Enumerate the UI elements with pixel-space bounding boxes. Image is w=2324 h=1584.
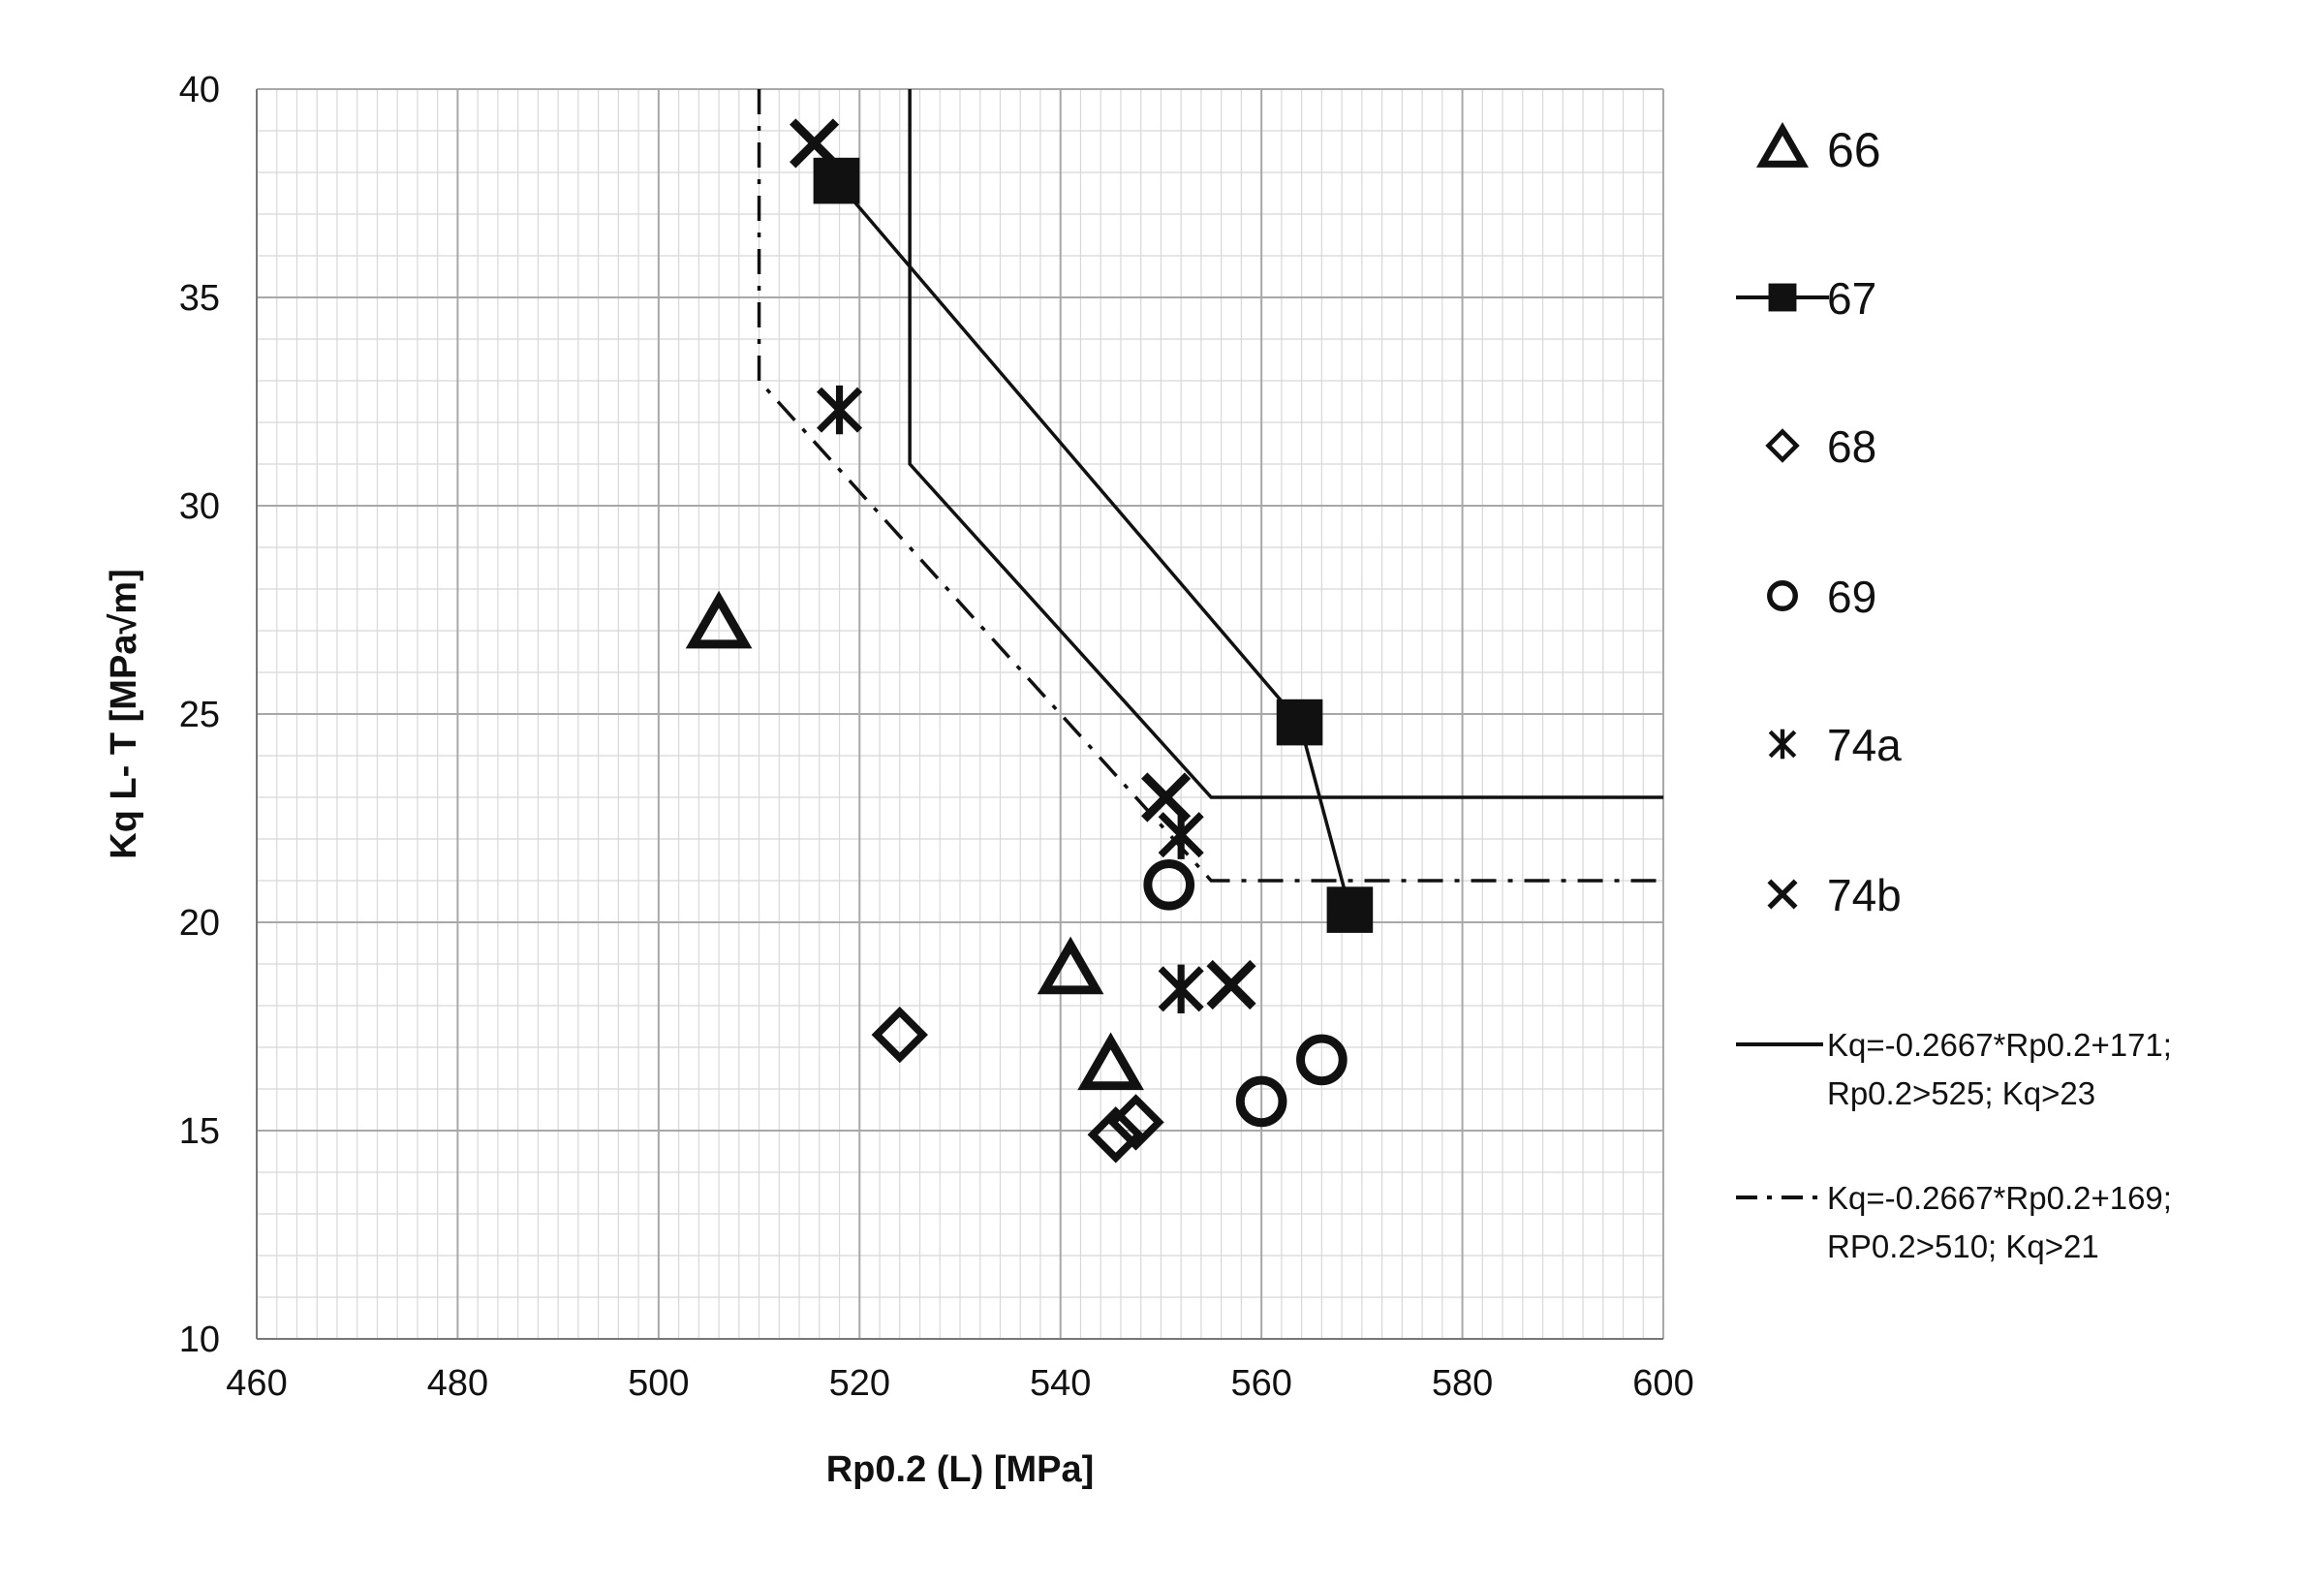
x-tick-label: 460 xyxy=(226,1363,287,1404)
y-axis-title: Kq L- T [MPa√m] xyxy=(104,569,144,859)
legend-label-74a: 74a xyxy=(1827,720,1902,770)
threshold-line-1 xyxy=(908,89,1663,799)
series-66-point xyxy=(1037,936,1104,995)
legend-label-threshold-2-line2: RP0.2>510; Kq>21 xyxy=(1827,1228,2099,1264)
x-tick-label: 520 xyxy=(829,1363,890,1404)
x-tick-label: 560 xyxy=(1230,1363,1291,1404)
series-67-point xyxy=(1276,699,1323,746)
legend-swatch-67 xyxy=(1768,283,1797,312)
grid xyxy=(256,88,1664,1340)
y-tick-label: 10 xyxy=(179,1320,220,1360)
legend-swatch-66 xyxy=(1756,121,1809,168)
series-69-point xyxy=(1235,1075,1287,1128)
y-tick-label: 25 xyxy=(179,695,220,735)
y-tick-label: 35 xyxy=(179,278,220,319)
x-tick-label: 500 xyxy=(628,1363,689,1404)
threshold-line-2 xyxy=(757,89,1663,883)
legend-label-68: 68 xyxy=(1827,421,1876,472)
axes: 460 480 500 520 540 560 580 600 10 15 20 25 30 35 40 Rp… xyxy=(104,70,1694,1490)
series-74b-point xyxy=(790,118,840,169)
series-68-point xyxy=(871,1006,928,1064)
legend-label-66: 66 xyxy=(1827,123,1881,177)
x-tick-label: 480 xyxy=(427,1363,488,1404)
legend-label-threshold-1: Kq=-0.2667*Rp0.2+171; xyxy=(1827,1027,2172,1063)
y-tick-label: 30 xyxy=(179,486,220,527)
x-tick-label: 580 xyxy=(1432,1363,1493,1404)
series-66-point xyxy=(685,590,753,649)
series-66-point xyxy=(1077,1032,1144,1091)
series-69-point xyxy=(1296,1034,1348,1086)
legend: 66 67 68 69 74a 74b Kq=-0.2667*Rp0.2+171; Rp0.2… xyxy=(1736,121,2172,1264)
series-69-point xyxy=(1143,858,1195,911)
series-74b-point-stroke xyxy=(790,118,840,169)
series-74b-point-stroke xyxy=(1141,772,1192,823)
y-tick-label: 40 xyxy=(179,70,220,110)
legend-label-threshold-1-line2: Rp0.2>525; Kq>23 xyxy=(1827,1075,2095,1111)
x-tick-label: 540 xyxy=(1030,1363,1091,1404)
legend-label-threshold-2: Kq=-0.2667*Rp0.2+169; xyxy=(1827,1180,2172,1216)
legend-label-67: 67 xyxy=(1827,273,1876,324)
series-74b-point xyxy=(1141,772,1192,823)
y-tick-label: 15 xyxy=(179,1111,220,1152)
series-67-line xyxy=(835,179,1352,911)
legend-label-69: 69 xyxy=(1827,572,1876,622)
legend-swatch-74b xyxy=(1767,879,1798,910)
x-axis-title: Rp0.2 (L) [MPa] xyxy=(826,1449,1095,1490)
series-74a-point xyxy=(1158,964,1204,1013)
series-74a-point xyxy=(817,385,863,435)
legend-swatch-69 xyxy=(1767,580,1798,611)
series-68-point xyxy=(1087,1106,1144,1164)
legend-swatch-68 xyxy=(1765,428,1800,463)
legend-label-74b: 74b xyxy=(1827,870,1902,920)
series-67-point xyxy=(1326,886,1374,933)
x-tick-label: 600 xyxy=(1632,1363,1693,1404)
threshold-lines xyxy=(757,89,1663,883)
series-67-point xyxy=(813,157,860,204)
series-74b-point xyxy=(1206,959,1256,1010)
series-74a-point xyxy=(1158,810,1204,859)
y-tick-label: 20 xyxy=(179,903,220,944)
series-74b-point-stroke xyxy=(1206,959,1256,1010)
series-68-point xyxy=(1107,1094,1164,1151)
legend-swatch-74a xyxy=(1768,729,1797,760)
data-marks xyxy=(685,118,1374,1164)
legend-swatch-74b-stroke xyxy=(1767,879,1798,910)
